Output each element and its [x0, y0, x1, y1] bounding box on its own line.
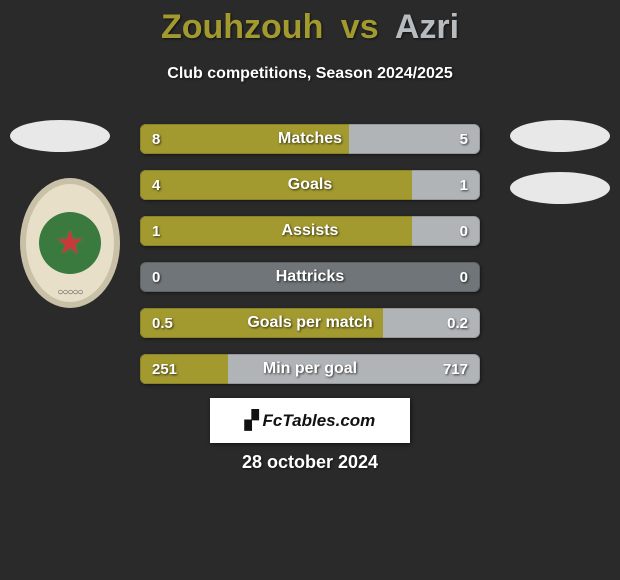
stat-label: Hattricks	[140, 262, 480, 292]
player-left-photo-placeholder	[10, 120, 110, 152]
stat-row: 41Goals	[140, 170, 480, 200]
stat-row: 10Assists	[140, 216, 480, 246]
watermark: ▞ FcTables.com	[210, 398, 410, 443]
date: 28 october 2024	[0, 452, 620, 473]
watermark-text: FcTables.com	[263, 411, 376, 431]
olympic-rings-icon: ○○○○○	[57, 287, 82, 298]
page-title: Zouhzouh vs Azri	[0, 0, 620, 47]
stat-row: 00Hattricks	[140, 262, 480, 292]
stat-label: Matches	[140, 124, 480, 154]
stats-bars: 85Matches 41Goals 10Assists 00Hattricks 0.50…	[140, 124, 480, 400]
player-right-photo-placeholder	[510, 120, 610, 152]
stat-label: Assists	[140, 216, 480, 246]
stat-label: Goals per match	[140, 308, 480, 338]
vs-separator: vs	[341, 8, 379, 46]
player-right-name: Azri	[395, 8, 459, 46]
stat-label: Min per goal	[140, 354, 480, 384]
chart-icon: ▞	[245, 410, 259, 431]
player-right-club-placeholder	[510, 172, 610, 204]
stat-row: 251717Min per goal	[140, 354, 480, 384]
star-icon: ★	[55, 226, 85, 260]
player-left-club-crest: ★ ○○○○○	[20, 178, 120, 308]
stat-row: 0.50.2Goals per match	[140, 308, 480, 338]
stat-row: 85Matches	[140, 124, 480, 154]
subtitle: Club competitions, Season 2024/2025	[0, 65, 620, 83]
player-left-name: Zouhzouh	[161, 8, 323, 46]
stat-label: Goals	[140, 170, 480, 200]
